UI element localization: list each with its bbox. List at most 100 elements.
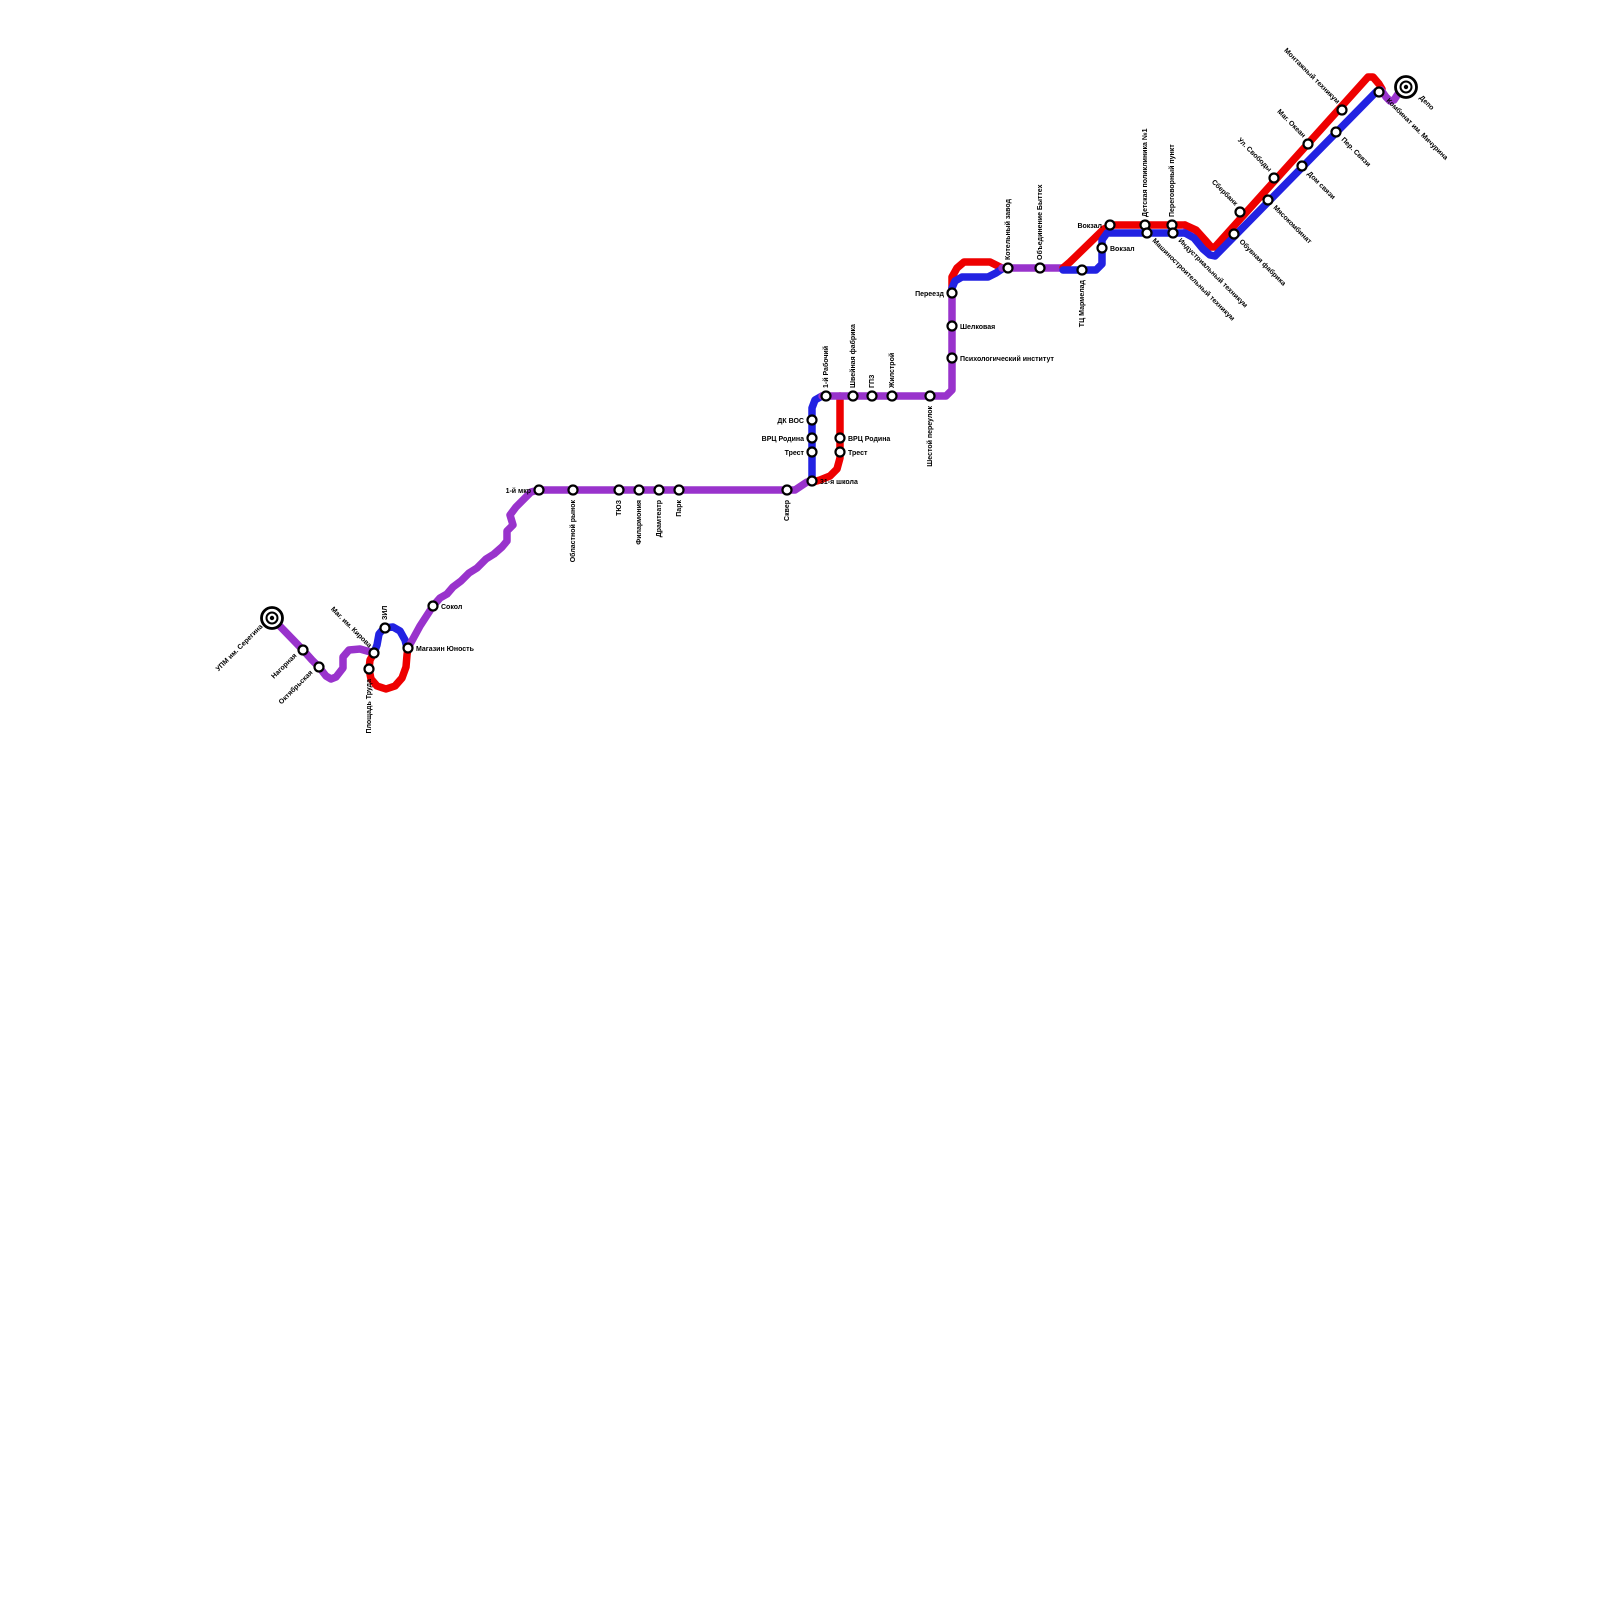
station-marker xyxy=(1336,104,1348,116)
station-label: Дом связи xyxy=(1306,170,1337,201)
station-markers xyxy=(260,75,1418,675)
station-marker xyxy=(1096,242,1108,254)
station-label: 1-й мкр xyxy=(506,487,531,495)
station-marker xyxy=(1034,262,1046,274)
station-marker xyxy=(1076,264,1088,276)
station-marker xyxy=(781,484,793,496)
station-label: Переговорный пункт xyxy=(1168,144,1176,217)
station-marker xyxy=(1104,219,1116,231)
station-marker xyxy=(946,287,958,299)
station-marker xyxy=(946,352,958,364)
route-line-shared-upper-horizontal-and-riser xyxy=(818,284,956,400)
station-label: ВРЦ Родина xyxy=(762,436,804,443)
station-marker xyxy=(1167,227,1179,239)
station-marker xyxy=(379,622,391,634)
station-label: Ул. Свободы xyxy=(1236,136,1273,173)
station-label: ТЮЗ xyxy=(616,499,623,515)
station-marker xyxy=(1002,262,1014,274)
station-label: ВРЦ Родина xyxy=(848,436,890,443)
station-marker xyxy=(1373,86,1385,98)
route-line-inbound-mini-couplet xyxy=(948,265,1006,292)
station-marker xyxy=(673,484,685,496)
station-marker xyxy=(533,484,545,496)
station-label: Шестой переулок xyxy=(926,406,934,467)
station-marker xyxy=(834,432,846,444)
station-marker xyxy=(427,600,439,612)
station-label: Магазин Юность xyxy=(416,646,475,653)
station-marker xyxy=(834,446,846,458)
station-marker xyxy=(1262,194,1274,206)
station-marker xyxy=(866,390,878,402)
station-label: Жилстрой xyxy=(888,353,896,389)
station-label: 1-й Рабочий xyxy=(822,346,830,388)
station-marker xyxy=(886,390,898,402)
station-label: ТЦ Мармелад xyxy=(1079,279,1086,327)
station-label: ГПЗ xyxy=(869,374,876,388)
station-marker xyxy=(847,390,859,402)
station-label: Нагорная xyxy=(270,652,298,680)
route-line-inbound-center-couplet xyxy=(808,392,826,485)
station-marker xyxy=(820,390,832,402)
station-label: Сбербанк xyxy=(1210,178,1240,208)
terminus-marker xyxy=(260,606,284,630)
station-label: Пер. Связи xyxy=(1340,136,1372,168)
station-label: 31-я школа xyxy=(820,479,858,486)
station-marker xyxy=(613,484,625,496)
station-label: Обувная фабрика xyxy=(1238,238,1288,288)
route-line-shared-zigzag-and-main-horizontal xyxy=(404,477,816,652)
station-label: Котельный завод xyxy=(1004,198,1012,260)
station-marker xyxy=(924,390,936,402)
station-label: Объединение Быттех xyxy=(1036,184,1044,260)
station-label: Переезд xyxy=(915,291,944,298)
station-marker xyxy=(806,432,818,444)
station-label: Октябрьская xyxy=(277,669,314,706)
station-marker xyxy=(1234,206,1246,218)
station-marker xyxy=(402,642,414,654)
station-marker xyxy=(313,661,325,673)
terminus-marker xyxy=(1394,75,1418,99)
station-label: Швейная фабрика xyxy=(849,324,857,388)
route-line-outbound-mini-couplet xyxy=(948,258,1006,292)
station-label: Трест xyxy=(848,450,868,457)
route-lines xyxy=(268,73,1410,693)
station-marker xyxy=(1296,160,1308,172)
station-marker xyxy=(297,644,309,656)
route-line-inbound-west-loop xyxy=(370,623,411,657)
station-marker xyxy=(806,414,818,426)
station-marker xyxy=(653,484,665,496)
route-line-outbound-station-bypass xyxy=(1059,221,1189,272)
station-label: Маг. им. Кирова xyxy=(329,606,373,650)
station-label: Психологический институт xyxy=(960,355,1054,363)
station-label: Трест xyxy=(785,450,805,457)
station-marker xyxy=(567,484,579,496)
station-marker xyxy=(1268,172,1280,184)
route-line-outbound-northeast-diagonal xyxy=(1181,73,1386,251)
station-marker xyxy=(368,647,380,659)
station-label: Монтажный техникум xyxy=(1282,47,1341,106)
station-label: Мясокомбинат xyxy=(1272,204,1314,246)
station-label: Вокзал xyxy=(1077,223,1102,230)
station-marker xyxy=(806,475,818,487)
station-marker xyxy=(806,446,818,458)
station-label: Вокзал xyxy=(1110,246,1135,253)
station-marker xyxy=(1141,227,1153,239)
route-line-shared-west-approach xyxy=(268,614,378,683)
station-label: Филармония xyxy=(636,500,643,545)
station-marker xyxy=(1302,138,1314,150)
station-marker xyxy=(633,484,645,496)
station-label: ЗИЛ xyxy=(382,606,389,620)
station-label: Комбинат им. Мичурина xyxy=(1385,97,1450,162)
station-label: Депо xyxy=(1418,94,1435,111)
station-label: Драмтеатр xyxy=(656,500,663,537)
station-label: Площадь Труда xyxy=(366,679,373,734)
station-marker xyxy=(1228,228,1240,240)
station-label: Сокол xyxy=(441,604,462,611)
station-label: Детская поликлиника №1 xyxy=(1141,128,1149,217)
station-label: Шелковая xyxy=(960,324,995,331)
station-marker xyxy=(946,320,958,332)
station-label: ДК ВОС xyxy=(777,418,804,425)
station-label: УПМ им. Серегина xyxy=(215,623,265,673)
station-marker xyxy=(363,663,375,675)
